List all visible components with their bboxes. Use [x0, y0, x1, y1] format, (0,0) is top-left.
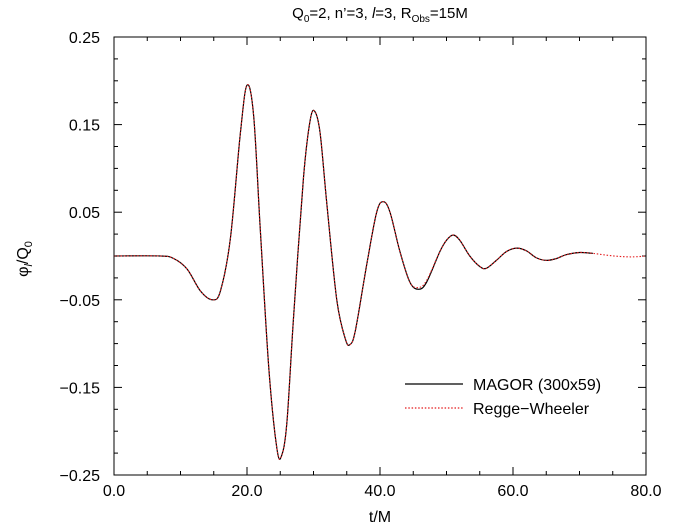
label-part: =2, n’=3, [309, 5, 372, 22]
legend: MAGOR (300x59) Regge−Wheeler [405, 377, 601, 418]
label-part: 0 [304, 14, 310, 25]
label-part: Obs [412, 14, 430, 25]
legend-label-1: MAGOR (300x59) [473, 377, 601, 394]
y-tick-label: 0.05 [69, 205, 100, 222]
label-part: 0 [23, 241, 35, 247]
x-tick-label: 20.0 [231, 483, 262, 500]
series-layer [113, 84, 647, 460]
axis-tick-labels: 0.0 20.0 40.0 60.0 80.0 0.25 0.15 0.05 −0.05 −0.1… [60, 30, 662, 500]
label-part: /Q [15, 247, 32, 264]
label-part: l [23, 264, 35, 267]
y-tick-label: −0.05 [60, 293, 101, 310]
label-part: l [372, 5, 376, 22]
y-tick-label: −0.15 [60, 380, 101, 397]
x-tick-label: 80.0 [630, 483, 661, 500]
x-tick-label: 0.0 [103, 483, 125, 500]
x-axis-label: t/M [369, 509, 391, 526]
y-tick-label: 0.15 [69, 118, 100, 135]
y-tick-label: −0.25 [60, 468, 101, 485]
plot-area: 0.0 20.0 40.0 60.0 80.0 0.25 0.15 0.05 −0.05 −0.1… [60, 30, 662, 500]
plot-frame [113, 36, 647, 476]
label-part: Q [292, 5, 304, 22]
chart-title: Q0=2, n’=3, l=3, RObs=15M [292, 5, 468, 25]
legend-label-2: Regge−Wheeler [473, 401, 590, 418]
y-tick-label: 0.25 [69, 30, 100, 47]
label-part: =15M [430, 5, 468, 22]
label-part: φ [15, 267, 32, 277]
label-part: =3, R [375, 5, 411, 22]
x-tick-label: 40.0 [364, 483, 395, 500]
y-axis-label: φl/Q0 [15, 241, 35, 277]
x-tick-label: 60.0 [497, 483, 528, 500]
axis-ticks [113, 36, 647, 476]
